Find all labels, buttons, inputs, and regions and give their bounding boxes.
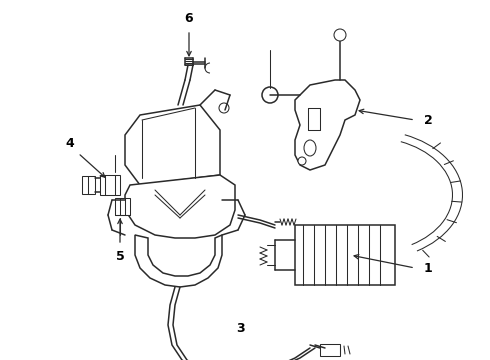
Circle shape (334, 29, 346, 41)
Circle shape (298, 157, 306, 165)
Polygon shape (82, 176, 95, 194)
Ellipse shape (304, 140, 316, 156)
Text: 1: 1 (424, 261, 432, 274)
Polygon shape (320, 344, 340, 356)
Text: 6: 6 (185, 12, 194, 24)
Polygon shape (125, 105, 220, 185)
Circle shape (219, 103, 229, 113)
Polygon shape (295, 225, 395, 285)
Polygon shape (125, 175, 235, 238)
Text: 2: 2 (424, 113, 432, 126)
Polygon shape (115, 198, 130, 215)
Polygon shape (135, 235, 222, 287)
Circle shape (262, 87, 278, 103)
Polygon shape (100, 175, 120, 195)
Polygon shape (295, 80, 360, 170)
Text: 5: 5 (116, 251, 124, 264)
Text: 4: 4 (66, 136, 74, 149)
Text: 3: 3 (236, 321, 245, 334)
